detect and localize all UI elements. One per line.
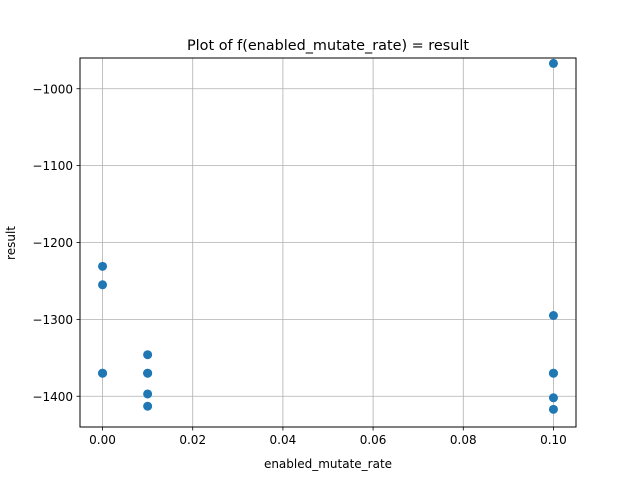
- data-point: [548, 404, 558, 414]
- data-point: [98, 280, 108, 290]
- y-tick-label: −1200: [32, 236, 73, 250]
- x-tick-label: 0.10: [540, 433, 567, 447]
- y-tick-label: −1100: [32, 159, 73, 173]
- data-point: [143, 389, 153, 399]
- data-point: [548, 368, 558, 378]
- y-axis: −1400 −1300 −1200 −1100 −1000: [32, 82, 80, 404]
- grid: [80, 58, 576, 427]
- data-point: [143, 350, 153, 360]
- y-axis-label: result: [4, 226, 18, 260]
- x-tick-label: 0.00: [89, 433, 116, 447]
- y-tick-label: −1300: [32, 313, 73, 327]
- x-tick-label: 0.02: [179, 433, 206, 447]
- data-point: [548, 58, 558, 68]
- x-tick-label: 0.06: [360, 433, 387, 447]
- y-tick-label: −1400: [32, 390, 73, 404]
- x-axis: 0.00 0.02 0.04 0.06 0.08 0.10: [89, 427, 567, 447]
- x-tick-label: 0.08: [450, 433, 477, 447]
- data-point: [143, 368, 153, 378]
- data-point: [98, 368, 108, 378]
- data-points: [98, 58, 558, 414]
- x-axis-label: enabled_mutate_rate: [264, 457, 392, 471]
- x-tick-label: 0.04: [270, 433, 297, 447]
- chart-title: Plot of f(enabled_mutate_rate) = result: [187, 38, 469, 54]
- data-point: [98, 261, 108, 271]
- data-point: [548, 311, 558, 321]
- y-tick-label: −1000: [32, 82, 73, 96]
- data-point: [143, 401, 153, 411]
- data-point: [548, 393, 558, 403]
